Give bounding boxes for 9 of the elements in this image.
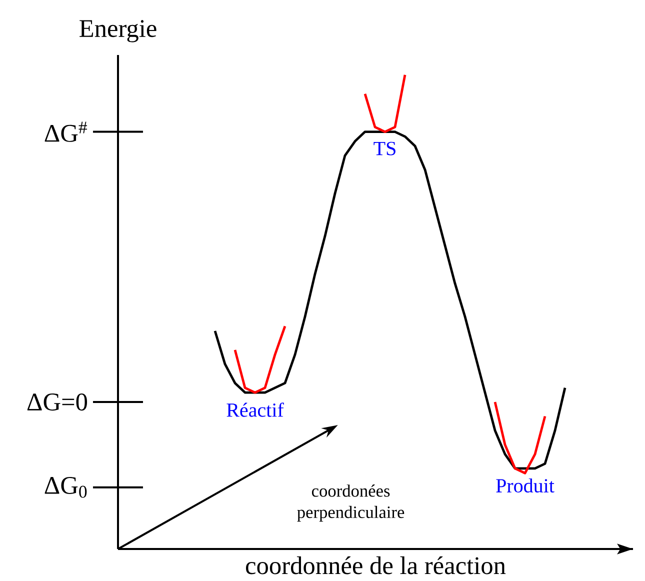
x-axis-title: coordonnée de la réaction xyxy=(246,556,506,574)
annotation: TS xyxy=(374,142,396,156)
annotation: coordonées perpendiculaire xyxy=(297,484,404,522)
ref-line-label: ΔG$^{#}$ xyxy=(44,122,88,142)
y-axis-title: Energie xyxy=(80,20,156,42)
annotation: Réactif xyxy=(226,402,284,417)
ref-line-label: ΔG=0 xyxy=(27,393,88,411)
annotation: Produit xyxy=(496,478,554,493)
ref-line-label: ΔG$_{0}$ xyxy=(44,476,87,498)
